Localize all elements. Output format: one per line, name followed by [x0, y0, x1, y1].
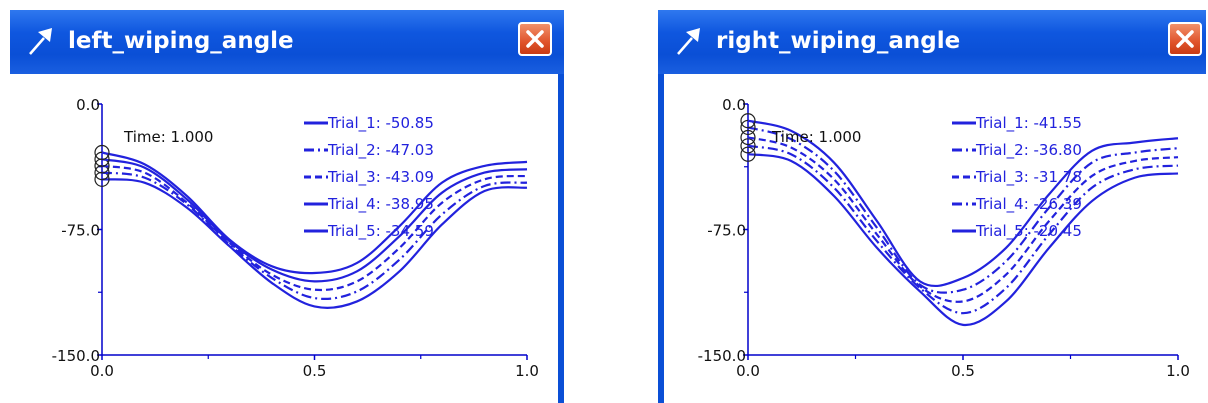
title-bar[interactable]: right_wiping_angle	[658, 10, 1206, 74]
window-title: left_wiping_angle	[68, 28, 294, 54]
series-line-trial-5	[101, 151, 528, 275]
series-line-trial-2	[747, 144, 1179, 315]
legend-readout: Trial_5: -34.59	[327, 222, 434, 241]
window-frame	[558, 74, 564, 403]
close-icon	[1176, 30, 1194, 48]
close-button[interactable]	[518, 22, 552, 56]
window-frame	[658, 74, 664, 403]
series-line-trial-5	[747, 119, 1179, 288]
x-tick-label: 0.5	[303, 362, 327, 380]
title-bar[interactable]: left_wiping_angle	[10, 10, 564, 74]
y-tick-label: 0.0	[722, 96, 746, 114]
y-tick-label: -75.0	[61, 222, 100, 240]
x-tick-label: 0.0	[90, 362, 114, 380]
series-line-trial-2	[101, 171, 528, 301]
series-line-trial-1	[101, 178, 528, 309]
legend-readout: Trial_4: -26.39	[975, 195, 1082, 214]
legend-readout: Trial_5: -20.45	[975, 222, 1082, 241]
time-readout: Time: 1.000	[771, 128, 861, 146]
start-marker	[740, 113, 756, 129]
start-marker	[740, 146, 756, 162]
window-left: left_wiping_angle 0.0 -75.0 -150.0 0.0 0.5 1.…	[10, 10, 564, 403]
pin-icon	[677, 28, 700, 55]
x-tick-label: 1.0	[515, 362, 539, 380]
legend-readout: Trial_2: -47.03	[327, 141, 434, 160]
start-marker	[94, 171, 110, 187]
y-tick-label: 0.0	[76, 96, 100, 114]
series-line-trial-4	[747, 126, 1179, 294]
window-title: right_wiping_angle	[716, 28, 961, 54]
legend-readout: Trial_3: -31.78	[975, 168, 1082, 187]
start-marker	[94, 144, 110, 161]
close-button[interactable]	[1168, 22, 1202, 56]
x-tick-label: 0.0	[736, 362, 760, 380]
start-marker	[740, 138, 756, 154]
start-marker	[94, 158, 110, 174]
close-icon	[526, 30, 544, 48]
x-tick-label: 1.0	[1166, 362, 1190, 380]
window-right: right_wiping_angle 0.0 -75.0 -150.0 0.0 0.5 1…	[658, 10, 1206, 403]
series-line-trial-1	[747, 153, 1179, 326]
series-line-trial-4	[101, 158, 528, 283]
series-line-trial-3	[101, 164, 528, 292]
time-readout: Time: 1.000	[123, 128, 213, 146]
y-tick-label: -150.0	[698, 347, 746, 365]
start-marker	[94, 151, 110, 167]
y-tick-label: -150.0	[52, 347, 100, 365]
x-tick-label: 0.5	[951, 362, 975, 380]
start-marker	[740, 129, 756, 146]
legend-readout: Trial_2: -36.80	[975, 141, 1082, 160]
series-line-trial-3	[747, 136, 1179, 303]
legend-readout: Trial_1: -41.55	[975, 114, 1082, 133]
y-tick-label: -75.0	[707, 222, 746, 240]
legend-readout: Trial_1: -50.85	[327, 114, 434, 133]
start-marker	[94, 165, 110, 181]
start-marker	[740, 119, 756, 136]
legend-readout: Trial_4: -38.95	[327, 195, 434, 214]
pin-icon	[29, 28, 52, 55]
legend-readout: Trial_3: -43.09	[327, 168, 434, 187]
